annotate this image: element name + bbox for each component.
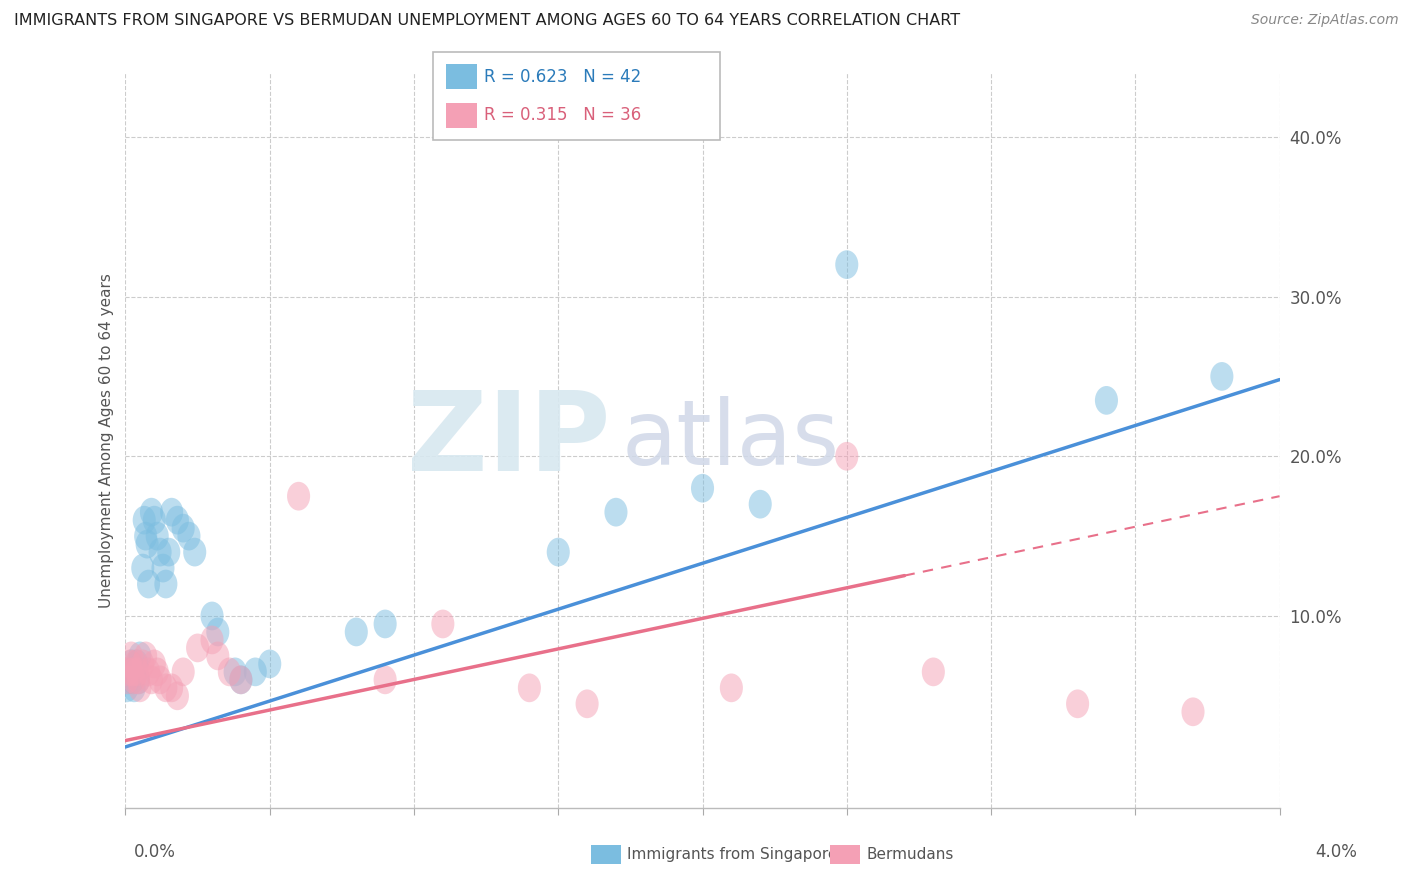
Ellipse shape (243, 657, 267, 686)
Ellipse shape (135, 530, 159, 558)
Ellipse shape (207, 617, 229, 647)
Ellipse shape (172, 514, 194, 542)
Ellipse shape (259, 649, 281, 678)
Ellipse shape (224, 657, 246, 686)
Ellipse shape (1181, 698, 1205, 726)
Ellipse shape (136, 657, 160, 686)
Ellipse shape (690, 474, 714, 502)
Ellipse shape (201, 625, 224, 655)
Ellipse shape (131, 649, 155, 678)
Ellipse shape (720, 673, 742, 702)
Ellipse shape (155, 673, 177, 702)
Ellipse shape (132, 506, 156, 534)
Text: Source: ZipAtlas.com: Source: ZipAtlas.com (1251, 13, 1399, 28)
Ellipse shape (128, 641, 152, 670)
Ellipse shape (344, 617, 368, 647)
Ellipse shape (287, 482, 311, 510)
Ellipse shape (229, 665, 253, 694)
Ellipse shape (127, 665, 150, 694)
Ellipse shape (149, 538, 172, 566)
Ellipse shape (118, 649, 142, 678)
Ellipse shape (125, 657, 149, 686)
Ellipse shape (131, 554, 155, 582)
Ellipse shape (229, 665, 253, 694)
Ellipse shape (201, 601, 224, 631)
Ellipse shape (124, 649, 148, 678)
Ellipse shape (575, 690, 599, 718)
Ellipse shape (149, 665, 172, 694)
Ellipse shape (120, 641, 143, 670)
Ellipse shape (517, 673, 541, 702)
Ellipse shape (547, 538, 569, 566)
Ellipse shape (120, 649, 143, 678)
Ellipse shape (183, 538, 207, 566)
Ellipse shape (172, 657, 194, 686)
Ellipse shape (218, 657, 240, 686)
Ellipse shape (160, 498, 183, 526)
Ellipse shape (166, 681, 188, 710)
Ellipse shape (835, 442, 858, 471)
Ellipse shape (1066, 690, 1090, 718)
Ellipse shape (207, 641, 229, 670)
Ellipse shape (141, 498, 163, 526)
Ellipse shape (1211, 362, 1233, 391)
Y-axis label: Unemployment Among Ages 60 to 64 years: Unemployment Among Ages 60 to 64 years (100, 273, 114, 607)
Ellipse shape (155, 570, 177, 599)
Ellipse shape (122, 673, 146, 702)
Ellipse shape (748, 490, 772, 518)
Ellipse shape (432, 609, 454, 639)
Ellipse shape (141, 665, 163, 694)
Ellipse shape (605, 498, 627, 526)
Ellipse shape (143, 506, 166, 534)
Ellipse shape (121, 665, 145, 694)
Ellipse shape (121, 657, 145, 686)
Ellipse shape (122, 665, 146, 694)
Ellipse shape (117, 665, 141, 694)
Ellipse shape (115, 665, 138, 694)
Ellipse shape (166, 506, 188, 534)
Ellipse shape (374, 665, 396, 694)
Ellipse shape (152, 554, 174, 582)
Ellipse shape (177, 522, 201, 550)
Ellipse shape (134, 522, 157, 550)
Ellipse shape (118, 657, 142, 686)
Ellipse shape (125, 649, 149, 678)
Text: ZIP: ZIP (406, 387, 610, 494)
Text: 4.0%: 4.0% (1315, 843, 1357, 861)
Text: R = 0.623   N = 42: R = 0.623 N = 42 (484, 68, 641, 86)
Ellipse shape (922, 657, 945, 686)
Text: 0.0%: 0.0% (134, 843, 176, 861)
Ellipse shape (146, 657, 169, 686)
Text: R = 0.315   N = 36: R = 0.315 N = 36 (484, 106, 641, 124)
Ellipse shape (146, 522, 169, 550)
Ellipse shape (1095, 386, 1118, 415)
Text: IMMIGRANTS FROM SINGAPORE VS BERMUDAN UNEMPLOYMENT AMONG AGES 60 TO 64 YEARS COR: IMMIGRANTS FROM SINGAPORE VS BERMUDAN UN… (14, 13, 960, 29)
Ellipse shape (124, 657, 148, 686)
Ellipse shape (134, 641, 157, 670)
Ellipse shape (127, 665, 150, 694)
Text: Immigrants from Singapore: Immigrants from Singapore (627, 847, 838, 862)
Ellipse shape (160, 673, 183, 702)
Ellipse shape (136, 570, 160, 599)
Ellipse shape (186, 633, 209, 662)
Ellipse shape (157, 538, 180, 566)
Ellipse shape (117, 657, 141, 686)
Ellipse shape (128, 673, 152, 702)
Ellipse shape (835, 251, 858, 279)
Ellipse shape (115, 673, 138, 702)
Ellipse shape (374, 609, 396, 639)
Text: Bermudans: Bermudans (866, 847, 953, 862)
Ellipse shape (143, 649, 166, 678)
Text: atlas: atlas (621, 396, 839, 484)
